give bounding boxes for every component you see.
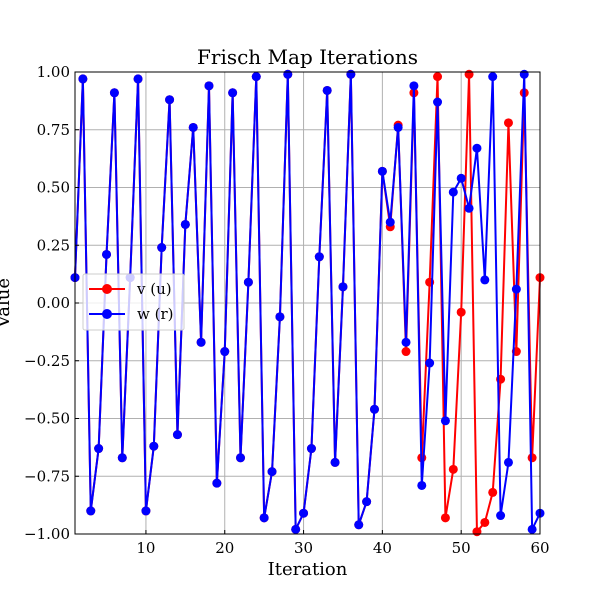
series-w-point (251, 72, 261, 82)
series-v-point (433, 72, 443, 82)
series-w-point (267, 467, 277, 477)
series-w-point (417, 480, 427, 490)
series-w-point (433, 97, 443, 107)
ticks: 10 20 30 40 50 60 −1.00 −0.75 −0.50 −0.25 0.00 0.25… (24, 63, 550, 557)
series-w-point (456, 173, 466, 183)
series-w-point (165, 95, 175, 105)
series-w-point (275, 312, 285, 322)
series-w-point (204, 81, 214, 91)
series-v-point (448, 464, 458, 474)
x-axis-label: Iteration (268, 559, 348, 580)
series-v-point (440, 513, 450, 523)
y-tick-label: 0.00 (37, 294, 70, 312)
series-w-point (141, 506, 151, 516)
series-w-point (527, 524, 537, 534)
series-v-point (503, 118, 513, 128)
series-w-point (220, 347, 230, 357)
x-tick-label: 60 (530, 539, 549, 557)
legend-marker-w (102, 309, 112, 319)
series-w-point (149, 441, 159, 451)
series-w-point (354, 520, 364, 530)
x-tick-label: 50 (452, 539, 471, 557)
series-v-point (464, 69, 474, 79)
y-tick-label: 0.75 (37, 121, 70, 139)
series-w (70, 69, 545, 534)
series-w-point (440, 416, 450, 426)
series-w-point (94, 444, 104, 454)
y-axis-label: Value (0, 278, 14, 329)
series-w-point (401, 337, 411, 347)
series-v-point (401, 347, 411, 357)
series-w-point (299, 508, 309, 518)
series-w-point (330, 457, 340, 467)
series-v-point (480, 517, 490, 527)
series-w-point (291, 524, 301, 534)
series-w-point (362, 497, 372, 507)
x-tick-label: 10 (136, 539, 155, 557)
series-layer (70, 69, 545, 537)
series-w-point (172, 430, 182, 440)
series-w-point (212, 478, 222, 488)
series-w-point (369, 404, 379, 414)
x-tick-label: 30 (294, 539, 313, 557)
y-tick-label: 0.50 (37, 179, 70, 197)
series-w-point (464, 203, 474, 213)
series-v-point (527, 453, 537, 463)
series-w-point (228, 88, 238, 98)
series-w-point (322, 85, 332, 95)
y-tick-label: −0.25 (24, 352, 70, 370)
series-v-point (472, 527, 482, 537)
series-w-point (157, 243, 167, 253)
series-v-point (456, 307, 466, 317)
series-w-point (496, 511, 506, 521)
series-w-point (236, 453, 246, 463)
series-w-line (74, 73, 541, 531)
series-w-point (409, 81, 419, 91)
series-w-point (109, 88, 119, 98)
series-w-point (488, 72, 498, 82)
y-tick-label: −1.00 (24, 525, 70, 543)
series-w-point (314, 252, 324, 262)
legend-label-v: v (u) (136, 280, 172, 298)
chart-title: Frisch Map Iterations (197, 45, 418, 69)
x-tick-label: 40 (373, 539, 392, 557)
y-tick-label: 1.00 (37, 63, 70, 81)
y-tick-label: −0.50 (24, 410, 70, 428)
x-tick-label: 20 (215, 539, 234, 557)
series-w-point (519, 69, 529, 79)
series-w-point (425, 358, 435, 368)
series-w-point (393, 122, 403, 132)
series-w-point (259, 513, 269, 523)
series-w-point (338, 282, 348, 292)
series-w-point (385, 217, 395, 227)
series-w-point (346, 69, 356, 79)
series-w-point (86, 506, 96, 516)
series-w-point (243, 277, 253, 287)
legend: v (u) w (r) (82, 273, 185, 331)
y-tick-label: 0.25 (37, 236, 70, 254)
series-w-point (377, 166, 387, 176)
series-w-point (283, 69, 293, 79)
series-w-point (188, 122, 198, 132)
series-w-point (180, 219, 190, 229)
y-tick-label: −0.75 (24, 467, 70, 485)
legend-label-w: w (r) (137, 305, 173, 323)
series-w-point (503, 457, 513, 467)
series-w-point (306, 444, 316, 454)
series-v-point (488, 487, 498, 497)
series-w-point (511, 284, 521, 294)
series-w-point (117, 453, 127, 463)
series-w-point (133, 74, 143, 84)
series-w-point (472, 143, 482, 153)
series-w-point (196, 337, 206, 347)
series-w-point (480, 275, 490, 285)
series-w-point (78, 74, 88, 84)
legend-marker-v (102, 284, 112, 294)
series-w-point (102, 249, 112, 259)
series-w-point (448, 187, 458, 197)
